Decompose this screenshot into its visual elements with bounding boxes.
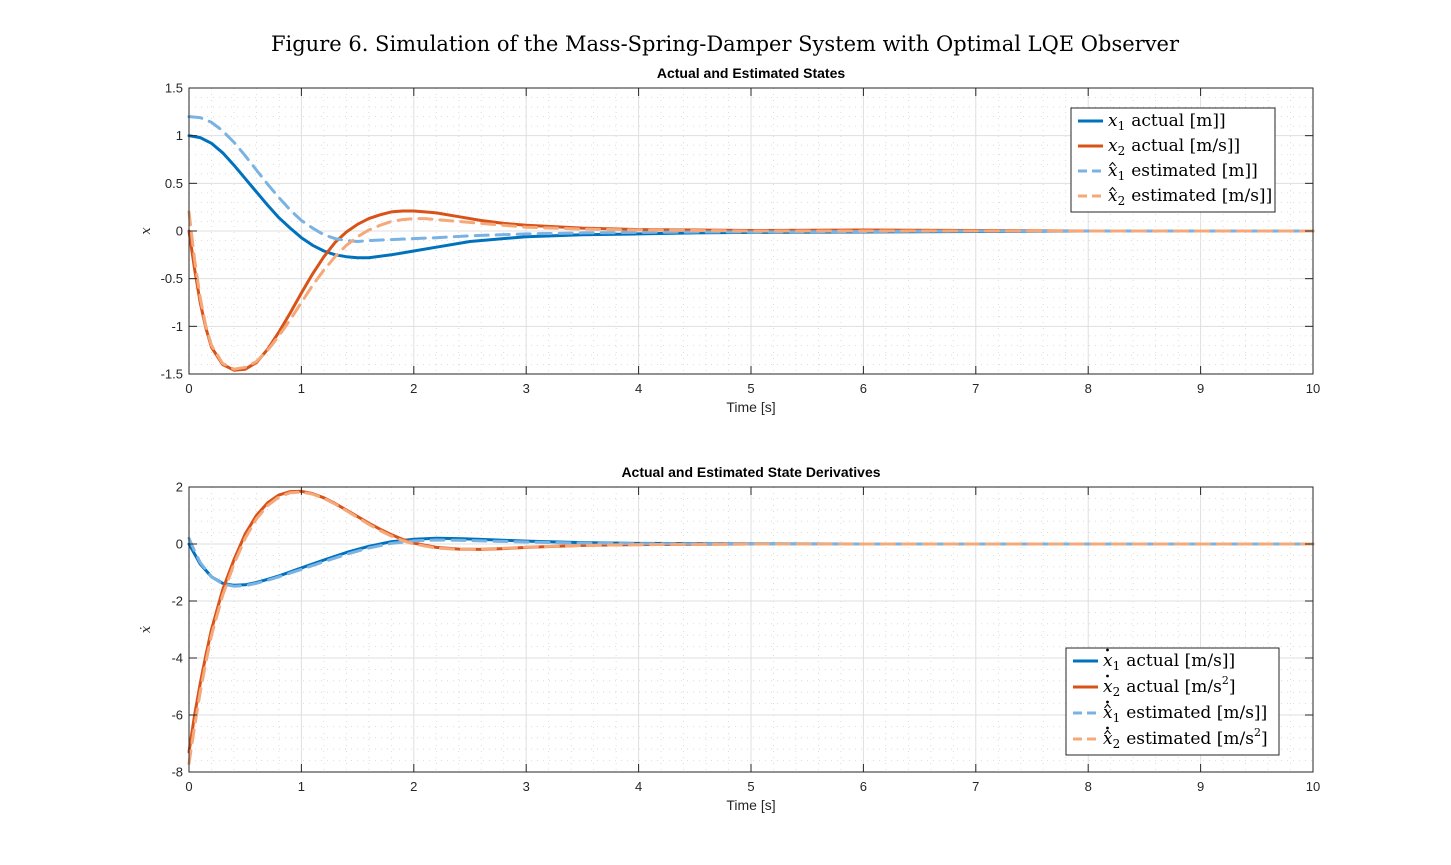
x-axis-label: Time [s] [726,797,775,813]
legend-box [1065,647,1280,756]
y-tick-label: -1.5 [161,367,183,382]
y-tick-label: 1.5 [165,81,183,96]
x-tick-label: 8 [1085,779,1092,794]
legend: x1 actual [m]] x2 actual [m/s]] x1 estimated … [1070,107,1276,213]
x-tick-label: 3 [523,779,530,794]
series-line-4 [187,490,1315,765]
y-axis-label: ẋ [139,625,154,633]
x-tick-label: 0 [185,381,192,396]
y-tick-label: -0.5 [161,271,183,286]
x-tick-label: 1 [298,381,305,396]
legend-label-2: x2 actual [m/s]] [1108,136,1240,158]
dot-accent [1106,726,1109,730]
plot-title: Actual and Estimated State Derivatives [621,464,880,480]
x-tick-label: 3 [523,381,530,396]
series-line-4 [187,210,1315,371]
dot-accent [1106,648,1109,652]
legend: x1 actual [m/s]]x2 actual [m/s2] x1 estimate… [1065,647,1280,756]
x-tick-label: 9 [1197,381,1204,396]
dot-accent [1106,700,1109,704]
series-line-3 [187,115,1315,243]
x-tick-label: 7 [972,779,979,794]
y-tick-label: -6 [171,708,183,723]
x-tick-label: 6 [860,779,867,794]
hat-accent [1109,161,1116,167]
x-tick-label: 5 [747,779,754,794]
y-tick-label: -1 [171,319,183,334]
legend-label-4: x2 estimated [m/s]] [1108,186,1272,208]
y-tick-label: 0.5 [165,176,183,191]
plot-title: Actual and Estimated States [657,65,845,81]
y-tick-label: -4 [171,651,183,666]
legend-label-4: x2 estimated [m/s2] [1103,726,1268,751]
x-tick-label: 8 [1085,381,1092,396]
x-tick-label: 2 [410,381,417,396]
x-tick-label: 0 [185,779,192,794]
x-tick-label: 7 [972,381,979,396]
legend-box [1070,107,1276,213]
y-tick-label: 0 [176,537,183,552]
dot-accent [1106,674,1109,678]
series-group [187,489,1315,765]
figure-title: Figure 6. Simulation of the Mass-Spring-… [271,32,1180,56]
y-tick-label: -8 [171,765,183,780]
hat-accent [1109,186,1116,192]
x-tick-label: 4 [635,381,642,396]
x-axis-label: Time [s] [726,399,775,415]
y-axis-label: x [139,227,154,235]
tick-marks [188,87,1314,375]
y-tick-label: -2 [171,594,183,609]
series-group [187,115,1315,372]
x-tick-label: 4 [635,779,642,794]
x-tick-label: 2 [410,779,417,794]
derivatives-plot: 0 1 2 3 4 5 6 7 8 9 10 -8 -6 -4 -2 0 2 Actual and Estimat… [139,464,1320,813]
x-tick-label: 9 [1197,779,1204,794]
y-tick-label: 0 [176,224,183,239]
hat-accent [1104,703,1111,709]
x-tick-label: 6 [860,381,867,396]
tick-marks [188,486,1314,773]
y-tick-label: 2 [176,480,183,495]
legend-label-2: x2 actual [m/s2] [1103,674,1236,699]
x-tick-label: 5 [747,381,754,396]
x-tick-label: 10 [1306,779,1320,794]
legend-label-3: x1 estimated [m/s]] [1103,703,1267,725]
x-tick-label: 1 [298,779,305,794]
hat-accent [1104,729,1111,735]
states-plot: 0 1 2 3 4 5 6 7 8 9 10 -1.5 -1 -0.5 0 0.5 1 1.5 Actual and… [139,65,1320,415]
legend-label-3: x1 estimated [m]] [1108,161,1258,183]
x-tick-label: 10 [1306,381,1320,396]
legend-label-1: x1 actual [m]] [1108,111,1226,133]
y-tick-label: 1 [176,128,183,143]
legend-label-1: x1 actual [m/s]] [1103,651,1235,673]
